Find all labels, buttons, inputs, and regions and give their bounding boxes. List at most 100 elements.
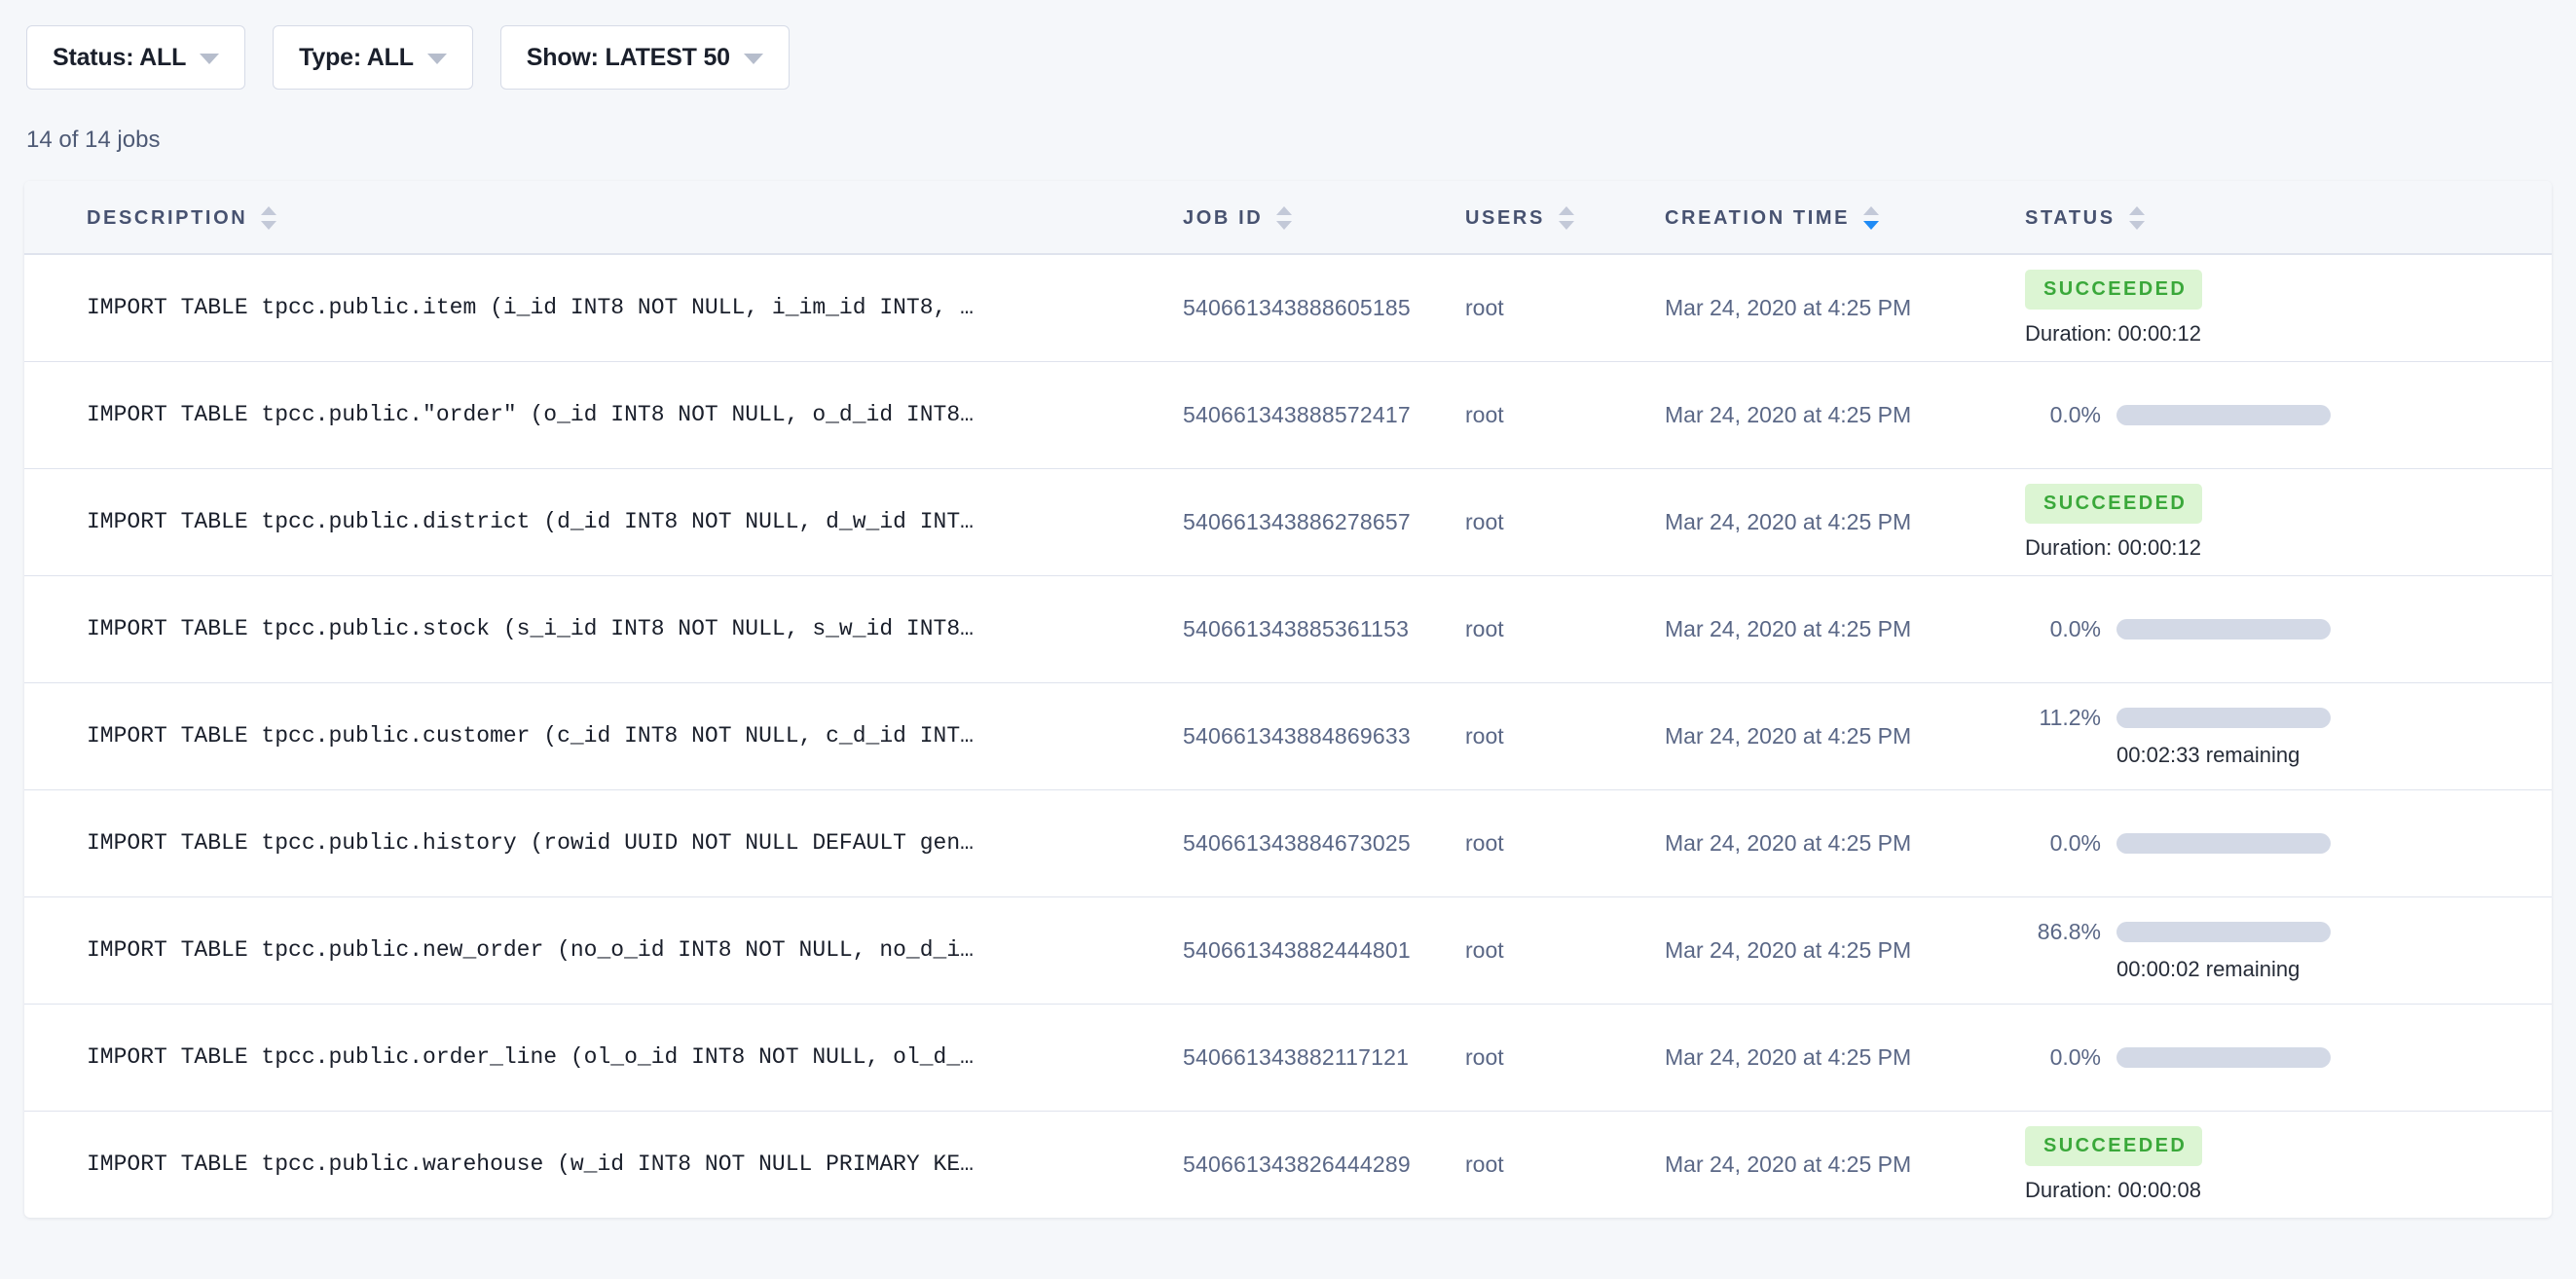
cell-creation-time: Mar 24, 2020 at 4:25 PM xyxy=(1665,829,1912,856)
status-filter-label: Status: ALL xyxy=(53,43,187,71)
show-filter-button[interactable]: Show: LATEST 50 xyxy=(499,25,790,90)
cell-job-id[interactable]: 540661343826444289 xyxy=(1183,1151,1411,1177)
progress-track xyxy=(2116,707,2331,728)
chevron-down-icon xyxy=(200,54,220,64)
cell-description: IMPORT TABLE tpcc.public.item (i_id INT8… xyxy=(87,295,974,321)
sort-arrows-icon[interactable] xyxy=(1276,206,1293,230)
progress-track xyxy=(2116,921,2331,942)
progress-bar: 0.0% xyxy=(2025,402,2532,428)
table-row[interactable]: IMPORT TABLE tpcc.public.district (d_id … xyxy=(24,468,2552,575)
cell-job-id[interactable]: 540661343884869633 xyxy=(1183,722,1411,749)
cell-status: 0.0% xyxy=(2025,361,2552,468)
progress-percent: 0.0% xyxy=(2049,401,2101,427)
progress-track xyxy=(2116,1046,2331,1068)
column-header-status[interactable]: STATUS xyxy=(2025,181,2552,255)
cell-description: IMPORT TABLE tpcc.public.new_order (no_o… xyxy=(87,937,974,963)
show-filter-label: Show: LATEST 50 xyxy=(526,43,730,71)
table-row[interactable]: IMPORT TABLE tpcc.public.customer (c_id … xyxy=(24,682,2552,789)
jobs-table: DESCRIPTION JOB ID USERS xyxy=(24,181,2552,1218)
progress-percent: 0.0% xyxy=(2049,829,2101,856)
jobs-table-card: DESCRIPTION JOB ID USERS xyxy=(24,181,2552,1218)
cell-user: root xyxy=(1465,1151,1504,1177)
column-header-creation-time[interactable]: CREATION TIME xyxy=(1665,181,2025,255)
cell-job-id[interactable]: 540661343882444801 xyxy=(1183,936,1411,963)
table-row[interactable]: IMPORT TABLE tpcc.public."order" (o_id I… xyxy=(24,361,2552,468)
status-badge: SUCCEEDED xyxy=(2025,1125,2203,1166)
progress-percent: 0.0% xyxy=(2049,615,2101,641)
table-row[interactable]: IMPORT TABLE tpcc.public.order_line (ol_… xyxy=(24,1004,2552,1111)
cell-status: 0.0% xyxy=(2025,789,2552,896)
jobs-count: 14 of 14 jobs xyxy=(26,127,161,153)
column-header-status-label: STATUS xyxy=(2025,206,2116,229)
progress-track xyxy=(2116,404,2331,425)
progress-percent: 86.8% xyxy=(2037,918,2101,944)
progress-bar: 86.8% xyxy=(2025,919,2532,945)
cell-job-id[interactable]: 540661343882117121 xyxy=(1183,1043,1410,1070)
cell-status: 11.2% 00:02:33 remaining xyxy=(2025,682,2552,789)
cell-user: root xyxy=(1465,936,1504,963)
progress-bar: 0.0% xyxy=(2025,1044,2532,1071)
cell-job-id[interactable]: 540661343886278657 xyxy=(1183,508,1411,534)
job-duration: Duration: 00:00:12 xyxy=(2025,534,2202,560)
progress-percent: 0.0% xyxy=(2049,1043,2101,1070)
status-badge: SUCCEEDED xyxy=(2025,269,2203,310)
cell-status: 0.0% xyxy=(2025,1004,2552,1111)
cell-job-id[interactable]: 540661343888572417 xyxy=(1183,401,1411,427)
status-badge: SUCCEEDED xyxy=(2025,483,2203,524)
status-filter-button[interactable]: Status: ALL xyxy=(26,25,246,90)
cell-job-id[interactable]: 540661343888605185 xyxy=(1183,294,1411,320)
progress-track xyxy=(2116,618,2331,640)
cell-status: SUCCEEDED Duration: 00:00:12 xyxy=(2025,254,2552,361)
cell-status: SUCCEEDED Duration: 00:00:08 xyxy=(2025,1111,2552,1218)
column-header-users-label: USERS xyxy=(1465,206,1545,229)
table-row[interactable]: IMPORT TABLE tpcc.public.item (i_id INT8… xyxy=(24,254,2552,361)
cell-creation-time: Mar 24, 2020 at 4:25 PM xyxy=(1665,615,1912,641)
job-duration: Duration: 00:00:12 xyxy=(2025,320,2202,346)
chevron-down-icon xyxy=(743,54,763,64)
cell-user: root xyxy=(1465,1043,1504,1070)
cell-creation-time: Mar 24, 2020 at 4:25 PM xyxy=(1665,1151,1912,1177)
cell-description: IMPORT TABLE tpcc.public.customer (c_id … xyxy=(87,723,974,749)
column-header-job-id-label: JOB ID xyxy=(1183,206,1264,229)
column-header-job-id[interactable]: JOB ID xyxy=(1183,181,1465,255)
cell-creation-time: Mar 24, 2020 at 4:25 PM xyxy=(1665,401,1912,427)
sort-arrows-icon[interactable] xyxy=(1558,206,1574,230)
cell-user: root xyxy=(1465,508,1504,534)
table-row[interactable]: IMPORT TABLE tpcc.public.new_order (no_o… xyxy=(24,896,2552,1004)
cell-user: root xyxy=(1465,401,1504,427)
cell-user: root xyxy=(1465,615,1504,641)
job-duration: Duration: 00:00:08 xyxy=(2025,1177,2202,1202)
column-header-description[interactable]: DESCRIPTION xyxy=(24,181,1183,255)
cell-description: IMPORT TABLE tpcc.public.warehouse (w_id… xyxy=(87,1151,974,1178)
sort-arrows-icon-active[interactable] xyxy=(1863,206,1880,230)
cell-status: 0.0% xyxy=(2025,575,2552,682)
progress-track xyxy=(2116,832,2331,854)
table-row[interactable]: IMPORT TABLE tpcc.public.warehouse (w_id… xyxy=(24,1111,2552,1218)
cell-creation-time: Mar 24, 2020 at 4:25 PM xyxy=(1665,1043,1912,1070)
filter-bar: Status: ALL Type: ALL Show: LATEST 50 xyxy=(0,0,2576,90)
cell-creation-time: Mar 24, 2020 at 4:25 PM xyxy=(1665,294,1912,320)
time-remaining: 00:02:33 remaining xyxy=(2116,742,2300,767)
sort-arrows-icon[interactable] xyxy=(2128,206,2145,230)
table-row[interactable]: IMPORT TABLE tpcc.public.stock (s_i_id I… xyxy=(24,575,2552,682)
cell-description: IMPORT TABLE tpcc.public.history (rowid … xyxy=(87,830,974,856)
cell-status: 86.8% 00:00:02 remaining xyxy=(2025,896,2552,1004)
sort-arrows-icon[interactable] xyxy=(261,206,277,230)
cell-user: root xyxy=(1465,722,1504,749)
column-header-creation-time-label: CREATION TIME xyxy=(1665,206,1851,229)
type-filter-button[interactable]: Type: ALL xyxy=(273,25,473,90)
table-header-row: DESCRIPTION JOB ID USERS xyxy=(24,181,2552,255)
time-remaining: 00:00:02 remaining xyxy=(2116,956,2300,981)
table-head: DESCRIPTION JOB ID USERS xyxy=(24,181,2552,255)
cell-creation-time: Mar 24, 2020 at 4:25 PM xyxy=(1665,936,1912,963)
cell-description: IMPORT TABLE tpcc.public."order" (o_id I… xyxy=(87,402,974,427)
cell-job-id[interactable]: 540661343884673025 xyxy=(1183,829,1411,856)
cell-job-id[interactable]: 540661343885361153 xyxy=(1183,615,1410,641)
table-row[interactable]: IMPORT TABLE tpcc.public.history (rowid … xyxy=(24,789,2552,896)
column-header-users[interactable]: USERS xyxy=(1465,181,1665,255)
chevron-down-icon xyxy=(426,54,447,64)
cell-description: IMPORT TABLE tpcc.public.district (d_id … xyxy=(87,509,974,534)
column-header-description-label: DESCRIPTION xyxy=(87,206,248,229)
progress-bar: 11.2% xyxy=(2025,705,2532,731)
cell-status: SUCCEEDED Duration: 00:00:12 xyxy=(2025,468,2552,575)
